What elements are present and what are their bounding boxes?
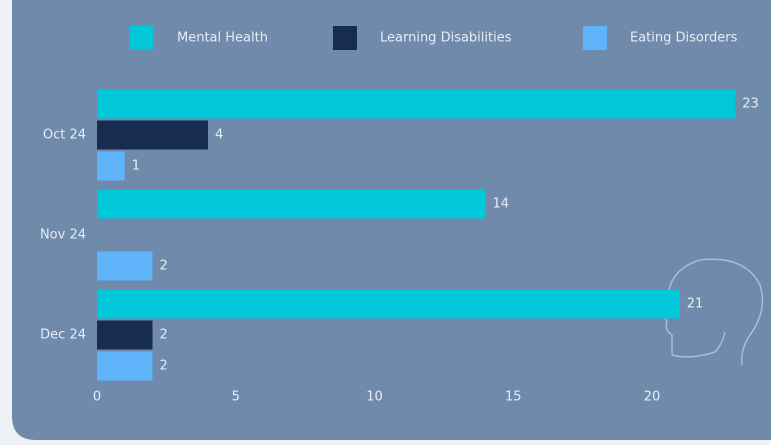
legend-swatch bbox=[333, 26, 357, 50]
x-tick-label: 10 bbox=[366, 390, 383, 405]
legend-swatch bbox=[583, 26, 607, 50]
bar bbox=[97, 352, 153, 381]
x-tick-label: 5 bbox=[232, 390, 240, 405]
x-tick-label: 0 bbox=[93, 390, 101, 405]
bar bbox=[97, 152, 125, 181]
bar bbox=[97, 290, 680, 319]
value-label: 2 bbox=[160, 359, 168, 374]
value-label: 21 bbox=[687, 297, 704, 312]
legend-label: Eating Disorders bbox=[630, 31, 738, 46]
value-label: 2 bbox=[160, 328, 168, 343]
legend-swatch bbox=[130, 26, 154, 50]
legend-label: Learning Disabilities bbox=[380, 31, 512, 46]
y-tick-label: Oct 24 bbox=[43, 128, 86, 143]
value-label: 14 bbox=[493, 197, 510, 212]
value-label: 2 bbox=[160, 259, 168, 274]
bar bbox=[97, 190, 486, 219]
bar bbox=[97, 121, 208, 150]
x-tick-label: 20 bbox=[644, 390, 661, 405]
value-label: 23 bbox=[742, 97, 759, 112]
y-tick-label: Dec 24 bbox=[40, 328, 86, 343]
x-tick-label: 15 bbox=[505, 390, 522, 405]
value-label: 4 bbox=[215, 128, 223, 143]
chart: Mental Health Learning Disabilities Eating… bbox=[0, 0, 771, 445]
legend-label: Mental Health bbox=[177, 31, 268, 46]
value-label: 1 bbox=[132, 159, 140, 174]
bar bbox=[97, 252, 153, 281]
bar bbox=[97, 90, 735, 119]
bar bbox=[97, 321, 153, 350]
y-tick-label: Nov 24 bbox=[40, 228, 86, 243]
